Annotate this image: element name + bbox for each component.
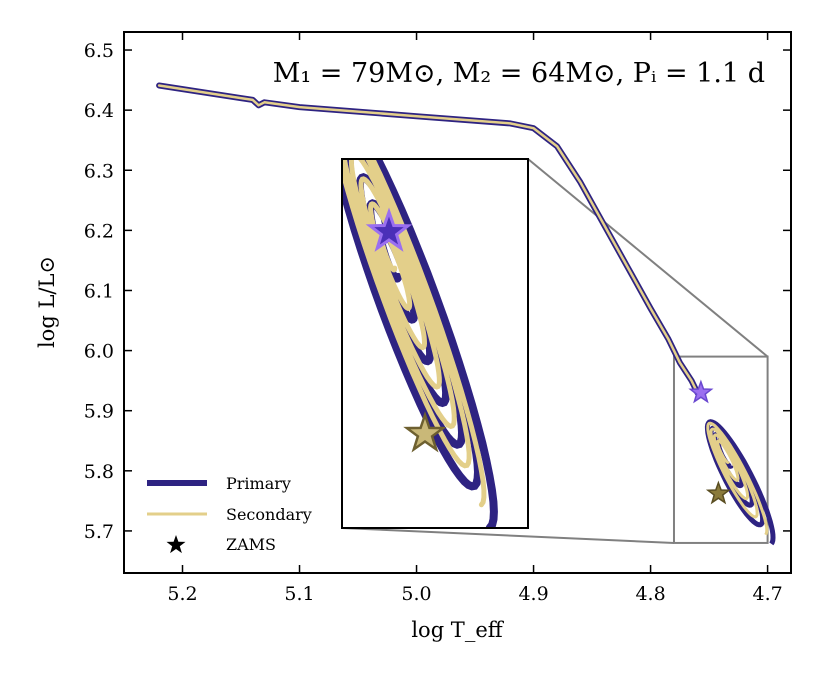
x-tick-label: 5.1 bbox=[284, 583, 314, 605]
y-tick-label: 5.8 bbox=[84, 461, 114, 483]
y-tick-label: 6.5 bbox=[84, 40, 114, 62]
x-tick-label: 4.7 bbox=[752, 583, 782, 605]
y-axis-label: log L/L⊙ bbox=[35, 256, 59, 348]
inset-secondary-track bbox=[342, 159, 487, 508]
x-axis-label: log T_eff bbox=[411, 618, 504, 642]
secondary-loops bbox=[706, 421, 769, 536]
chart-title: M₁ = 79M⊙, M₂ = 64M⊙, Pᵢ = 1.1 d bbox=[273, 58, 765, 89]
inset-zoom bbox=[341, 158, 529, 529]
inset-tracks bbox=[342, 159, 498, 528]
zoom-connector-top bbox=[527, 158, 769, 358]
secondary-zams-star bbox=[705, 480, 732, 505]
plot-area: 5.2 5.1 5.0 4.9 4.8 4.7 5.7 5.8 5.9 6.0 6.1 6.2 6.3… bbox=[35, 31, 792, 642]
primary-zams-star bbox=[688, 379, 714, 404]
y-tick-label: 5.7 bbox=[84, 521, 114, 543]
y-tick-label: 6.0 bbox=[84, 341, 114, 363]
legend-zams-star-icon bbox=[166, 535, 186, 554]
legend-zams-label: ZAMS bbox=[226, 535, 276, 554]
x-tick-label: 5.2 bbox=[167, 583, 197, 605]
x-tick-label: 4.9 bbox=[518, 583, 548, 605]
y-tick-label: 6.3 bbox=[84, 160, 114, 182]
zoom-region-box bbox=[672, 355, 769, 544]
y-tick-label: 5.9 bbox=[84, 401, 114, 423]
zoom-indicator bbox=[341, 158, 769, 544]
legend-primary-label: Primary bbox=[226, 474, 291, 493]
x-axis-ticks: 5.2 5.1 5.0 4.9 4.8 4.7 bbox=[167, 32, 783, 605]
y-tick-label: 6.2 bbox=[84, 220, 114, 242]
zoom-connector-bottom bbox=[341, 527, 675, 544]
inset-secondary-zams-star bbox=[403, 411, 447, 453]
y-tick-label: 6.4 bbox=[84, 100, 114, 122]
legend: Primary Secondary ZAMS bbox=[147, 474, 312, 554]
inset-primary-zams-star bbox=[365, 207, 413, 252]
inset-frame bbox=[341, 158, 529, 529]
axes-frame bbox=[123, 31, 792, 574]
legend-secondary-label: Secondary bbox=[226, 505, 312, 524]
secondary-track-line bbox=[157, 84, 699, 394]
y-axis-ticks: 5.7 5.8 5.9 6.0 6.1 6.2 6.3 6.4 6.5 bbox=[84, 40, 791, 543]
evolution-tracks bbox=[156, 82, 776, 546]
y-tick-label: 6.1 bbox=[84, 280, 114, 302]
x-tick-label: 5.0 bbox=[401, 583, 431, 605]
x-tick-label: 4.8 bbox=[635, 583, 665, 605]
